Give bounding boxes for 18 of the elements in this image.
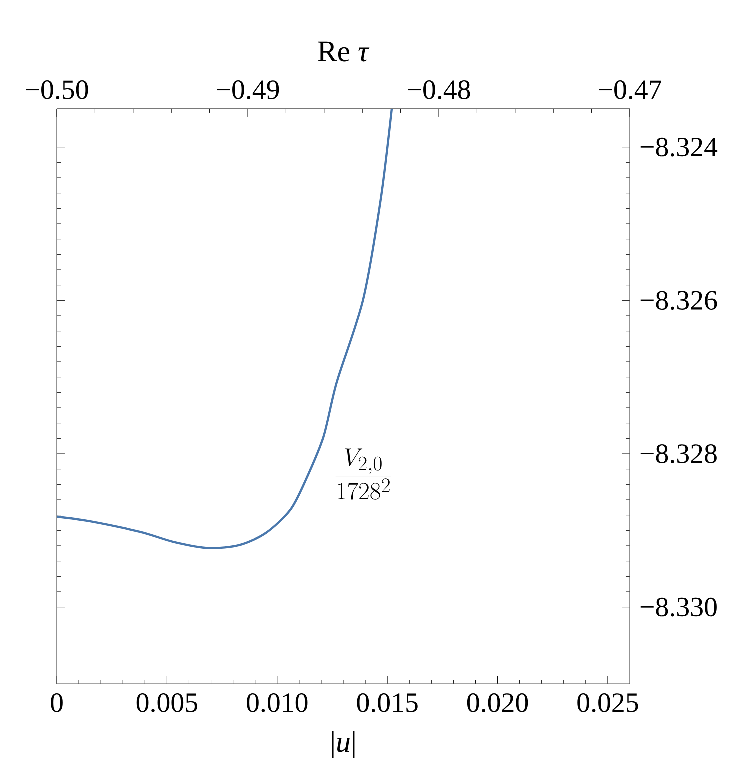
y-tick-label: −8.328 [640,444,717,464]
x-tick-label: 0.015 [357,693,418,712]
x-tick-label: 0.025 [578,693,638,712]
x2-tick-label: −0.47 [599,80,662,100]
x-tick-label: 0.005 [136,693,198,712]
annotation: $\frac{V_{2,0}}{1728^2}$ [336,448,392,500]
x2-tick-label: −0.49 [217,80,280,100]
line-series [57,109,394,550]
x-tick-label: 0 [51,693,63,712]
y-tick-label: −8.326 [640,291,718,310]
x2-axis-title: Re τ [318,42,370,62]
y-tick-label: −8.324 [640,138,718,157]
y-tick-label: −8.330 [640,598,717,617]
x-tick-label: 0.010 [247,693,308,712]
x-axis-title: |u| [332,731,355,758]
x2-tick-label: −0.48 [408,80,470,100]
x-tick-label: 0.020 [467,693,528,712]
x2-tick-label: −0.50 [26,80,88,100]
